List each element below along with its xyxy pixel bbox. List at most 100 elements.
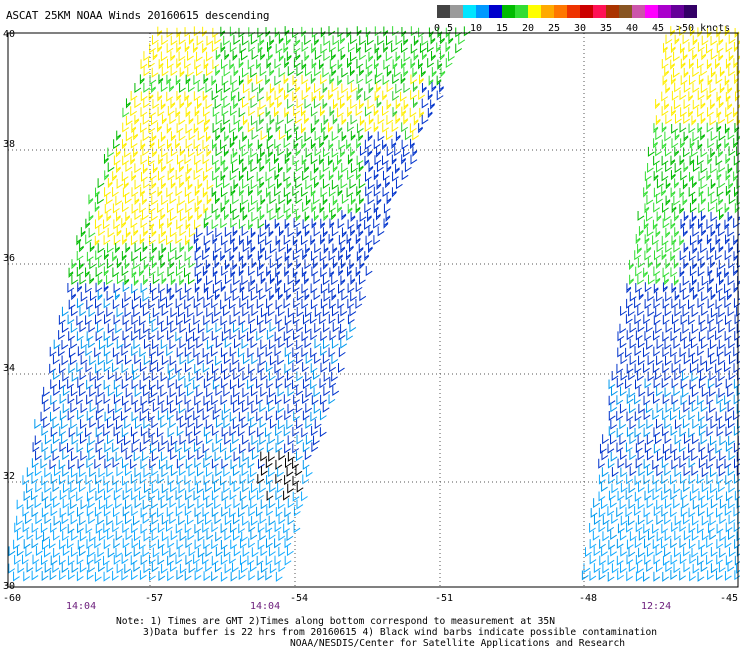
wind-barb xyxy=(188,466,196,477)
wind-barb xyxy=(637,210,645,221)
wind-barb xyxy=(278,322,286,332)
wind-barb xyxy=(49,459,57,470)
wind-barb xyxy=(338,363,345,373)
wind-barb xyxy=(634,538,642,549)
wind-barb xyxy=(211,522,219,533)
wind-barb xyxy=(616,538,624,549)
wind-barb xyxy=(719,83,725,94)
wind-barb xyxy=(134,98,142,109)
wind-barb xyxy=(139,362,147,373)
wind-barb xyxy=(328,122,333,133)
wind-barb xyxy=(215,275,222,286)
wind-barb xyxy=(310,379,317,390)
wind-barb xyxy=(188,371,196,382)
wind-barb xyxy=(373,203,379,214)
wind-barb xyxy=(637,435,645,446)
wind-barb xyxy=(674,306,682,317)
wind-barb xyxy=(284,154,290,165)
wind-barb xyxy=(673,386,681,397)
wind-barb xyxy=(211,203,219,214)
wind-barb xyxy=(52,434,60,445)
wind-barb xyxy=(67,538,74,549)
wind-barb xyxy=(140,555,148,566)
wind-barb xyxy=(383,218,389,229)
wind-barb xyxy=(284,315,292,326)
wind-barb xyxy=(76,426,84,437)
wind-barb xyxy=(664,531,672,542)
wind-barb xyxy=(224,50,230,61)
wind-barb xyxy=(329,106,335,117)
wind-barb xyxy=(715,363,722,374)
wind-barb xyxy=(98,450,106,461)
wind-barb xyxy=(646,403,653,414)
wind-barb xyxy=(178,387,186,397)
wind-barb xyxy=(106,338,114,348)
wind-barb xyxy=(376,162,384,173)
wind-barb xyxy=(709,435,717,446)
wind-barb xyxy=(682,498,690,509)
wind-barb xyxy=(134,291,141,302)
wind-barb xyxy=(616,428,624,438)
wind-barb xyxy=(403,147,410,158)
wind-barb xyxy=(130,138,138,149)
wind-barb xyxy=(728,530,735,541)
wind-barb xyxy=(94,235,100,247)
wind-barb xyxy=(673,323,681,334)
wind-barb xyxy=(355,282,363,293)
wind-barb xyxy=(34,435,42,446)
wind-barb xyxy=(278,34,284,45)
wind-barb xyxy=(179,354,187,365)
wind-barb xyxy=(169,387,177,398)
wind-barb xyxy=(725,411,733,422)
wind-barb xyxy=(692,162,700,173)
wind-barb xyxy=(322,162,330,173)
wind-barb xyxy=(350,114,358,125)
wind-barb xyxy=(715,250,722,261)
wind-barb xyxy=(133,275,139,287)
wind-barb xyxy=(107,147,115,158)
wind-barb xyxy=(337,298,345,309)
wind-barb xyxy=(359,50,367,61)
wind-barb xyxy=(59,570,66,581)
wind-barb xyxy=(356,26,362,37)
wind-barb xyxy=(215,434,223,444)
wind-barb xyxy=(149,75,157,85)
wind-barb xyxy=(151,371,159,382)
wind-barb xyxy=(125,131,133,142)
wind-barb xyxy=(178,515,185,526)
wind-barb xyxy=(193,554,200,565)
wind-barb xyxy=(215,178,223,189)
wind-barb xyxy=(688,395,696,406)
wind-barb xyxy=(221,106,229,117)
wind-barb xyxy=(287,515,295,526)
wind-barb xyxy=(350,99,358,110)
wind-barb xyxy=(707,347,715,358)
wind-barb xyxy=(113,219,121,230)
wind-barb xyxy=(661,186,667,197)
wind-barb xyxy=(214,451,222,462)
wind-barb xyxy=(85,315,92,326)
wind-barb xyxy=(278,499,285,510)
wind-barb xyxy=(106,211,112,222)
wind-barb xyxy=(188,546,196,557)
wind-barb xyxy=(88,498,96,509)
wind-barb xyxy=(250,338,258,349)
wind-barb xyxy=(170,275,176,286)
wind-barb xyxy=(260,339,268,350)
wind-barb xyxy=(710,211,718,222)
wind-barb xyxy=(377,226,385,237)
wind-barb xyxy=(674,434,682,445)
wind-barb xyxy=(170,35,178,46)
wind-barb xyxy=(170,307,178,318)
wind-barb xyxy=(313,387,321,398)
wind-barb xyxy=(215,146,223,157)
wind-barb xyxy=(247,379,254,390)
wind-barb xyxy=(697,363,705,374)
wind-barb xyxy=(644,171,652,182)
wind-barb xyxy=(367,194,375,205)
wind-barb xyxy=(250,418,257,429)
wind-barb xyxy=(88,338,96,349)
wind-barb xyxy=(257,427,264,438)
wind-barb xyxy=(670,59,676,70)
wind-barb xyxy=(736,338,740,348)
